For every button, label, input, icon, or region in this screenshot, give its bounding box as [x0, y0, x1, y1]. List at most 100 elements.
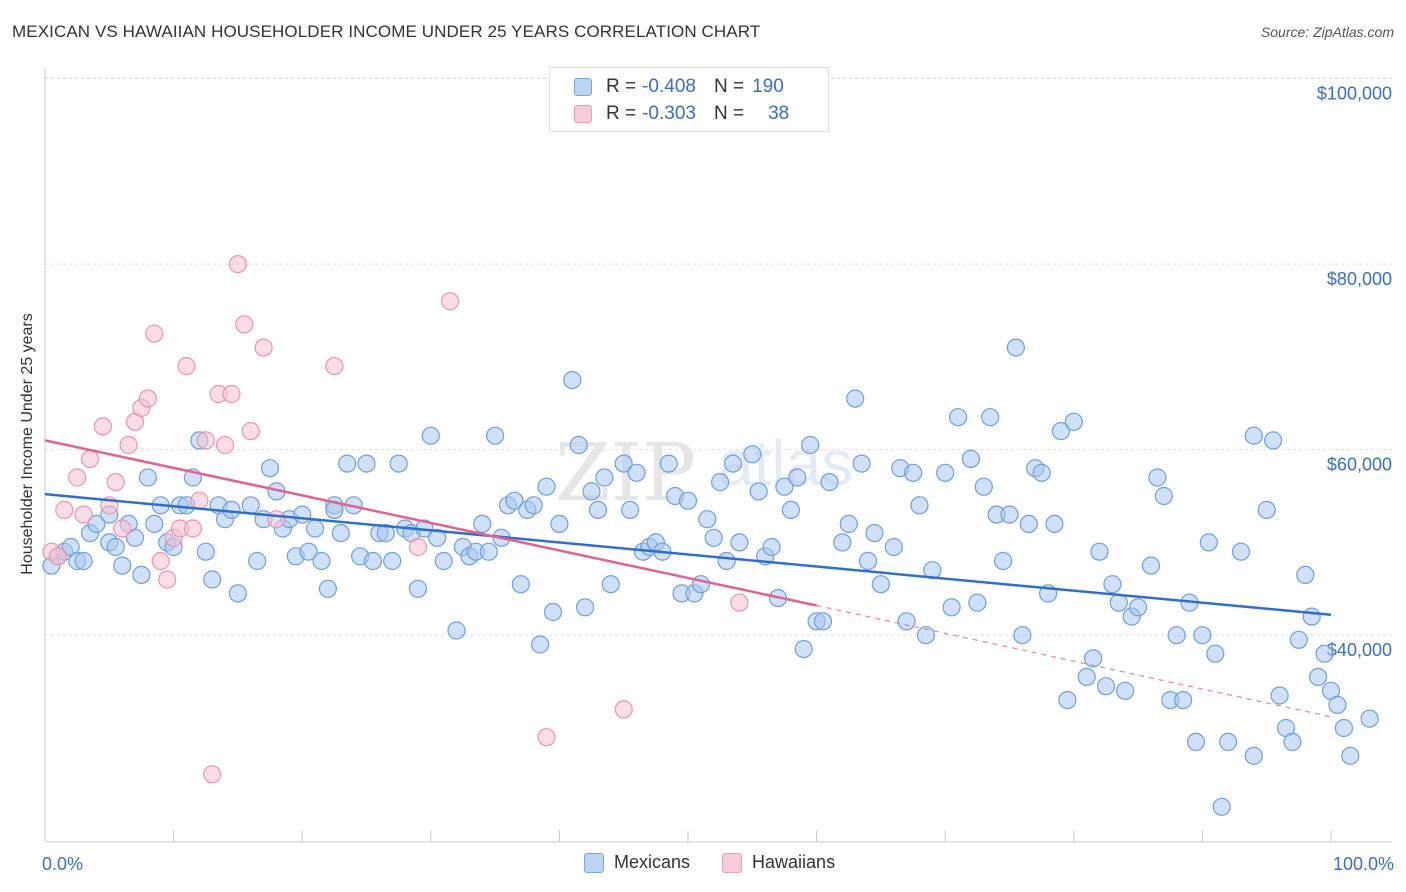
mexican-point	[820, 473, 839, 492]
mexican-point	[312, 551, 331, 571]
hawaiian-point	[408, 537, 427, 557]
mexican-point	[473, 514, 492, 534]
mexican-point	[871, 575, 891, 594]
legend-swatch-hawaiians	[574, 105, 592, 123]
legend: R = -0.408 N = 190 R = -0.303 N = 38	[549, 67, 829, 132]
mexican-point	[659, 454, 678, 473]
mexican-point	[1341, 746, 1360, 765]
mexican-point	[678, 491, 698, 510]
hawaiian-point	[254, 338, 273, 357]
mexican-point	[408, 579, 427, 598]
mexican-point	[627, 463, 646, 482]
mexican-point	[113, 556, 132, 575]
hawaiian-point	[190, 491, 209, 510]
points-layer	[42, 255, 1379, 816]
hawaiian-point	[441, 292, 460, 311]
hawaiian-point	[730, 593, 749, 612]
y-tick-label: $40,000	[1327, 640, 1392, 660]
hawaiian-point	[74, 505, 93, 524]
mexican-point	[306, 519, 325, 538]
mexican-point	[1058, 690, 1077, 710]
mexican-point	[614, 454, 633, 473]
mexican-point	[1154, 486, 1173, 506]
mexican-point	[524, 496, 543, 515]
mexican-point	[434, 551, 453, 571]
hawaiian-point	[215, 435, 235, 455]
mexican-point	[1289, 630, 1308, 649]
mexican-point	[1051, 422, 1071, 441]
mexican-point	[1006, 338, 1026, 357]
mexican-point	[421, 426, 440, 445]
mexican-point	[228, 584, 247, 603]
mexican-point	[723, 454, 743, 473]
mexican-point	[595, 468, 614, 487]
mexican-point	[145, 514, 164, 534]
chart-title: MEXICAN VS HAWAIIAN HOUSEHOLDER INCOME U…	[12, 22, 761, 41]
mexican-point	[1244, 426, 1263, 445]
mexican-point	[575, 598, 595, 617]
mexican-point	[1083, 649, 1103, 668]
mexican-point	[543, 602, 563, 622]
hawaiian-point	[241, 422, 260, 441]
mexican-point	[106, 537, 125, 557]
mexican-point	[1032, 463, 1051, 482]
mexican-point	[1244, 746, 1263, 765]
mexican-point	[125, 528, 145, 547]
hawaiian-point	[614, 700, 633, 719]
mexican-point	[331, 523, 350, 543]
legend-r-value: -0.408	[642, 76, 696, 97]
mexican-point	[1141, 556, 1161, 575]
legend-n-value: 38	[768, 103, 790, 124]
mexican-point	[794, 639, 813, 659]
mexican-point	[942, 598, 961, 617]
mexican-point	[1109, 593, 1128, 612]
mexican-point	[833, 533, 852, 552]
mexican-point	[993, 551, 1013, 571]
trend-layer	[44, 439, 1332, 718]
mexican-point	[968, 593, 987, 612]
mexican-point	[1302, 607, 1321, 626]
grid-layer	[45, 77, 1392, 636]
mexican-point	[1096, 677, 1116, 696]
mexican-point	[383, 551, 402, 571]
hawaiian-point	[228, 255, 247, 274]
legend-swatch-mexicans	[574, 78, 592, 96]
hawaiian-point	[537, 728, 556, 747]
mexican-point	[196, 542, 215, 561]
hawaiian-point	[158, 570, 177, 589]
legend-row-mexicans: R = -0.408 N = 190	[574, 74, 784, 100]
mexican-point	[801, 435, 820, 455]
x-tick-label: 0.0%	[42, 854, 83, 874]
mexican-point	[318, 579, 337, 598]
mexican-point	[260, 459, 280, 478]
y-axis-label: Householder Income Under 25 years	[19, 313, 36, 574]
mexican-point	[1218, 732, 1238, 752]
mexican-point	[788, 468, 807, 487]
mexican-point	[1315, 644, 1334, 663]
mexican-point	[698, 510, 717, 529]
bottom-legend-swatch-mexicans	[584, 852, 604, 873]
mexican-point	[1167, 626, 1186, 645]
mexican-point	[1360, 709, 1379, 728]
mexican-point	[710, 473, 730, 492]
y-tick-label: $60,000	[1327, 455, 1392, 475]
mexican-point	[588, 500, 608, 519]
mexican-point	[923, 561, 942, 580]
mexican-point	[916, 626, 936, 645]
mexican-point	[749, 482, 768, 501]
bottom-legend-mexicans: Mexicans	[584, 852, 690, 873]
mexican-point	[858, 551, 878, 571]
mexican-point	[743, 445, 762, 464]
legend-r-label: R =	[606, 76, 637, 97]
hawaiian-point	[145, 324, 164, 343]
mexican-point	[505, 491, 524, 510]
hawaiian-point	[325, 357, 344, 376]
mexican-point	[1013, 626, 1032, 645]
mexican-point	[479, 542, 498, 561]
y-tick-label: $80,000	[1327, 269, 1392, 289]
mexican-point	[948, 408, 968, 427]
mexican-point	[903, 463, 923, 482]
legend-n-label: N =	[713, 76, 745, 97]
mexican-point	[620, 500, 640, 519]
